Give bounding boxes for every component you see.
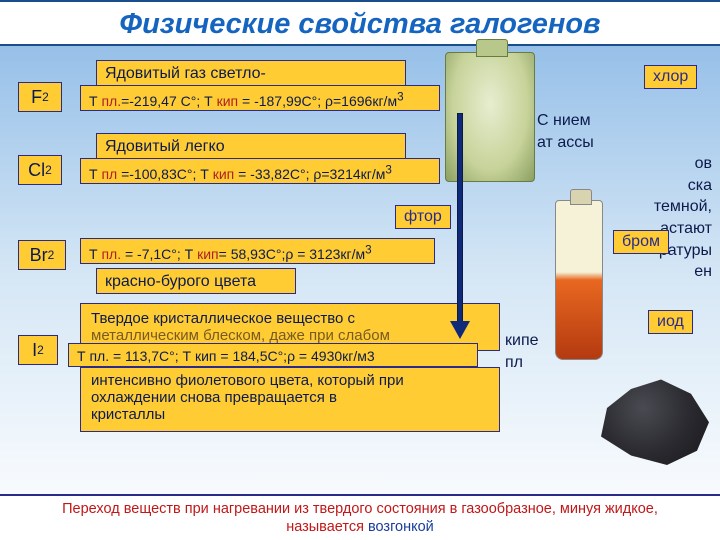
formula-f2: F2: [18, 82, 62, 112]
side-l9: кипе: [505, 330, 555, 352]
bromine-tube-image: [555, 200, 603, 360]
label-iod: иод: [648, 310, 693, 334]
i2-l4: интенсивно фиолетового цвета, который пр…: [91, 372, 489, 389]
side-l2: ат ассы: [537, 132, 712, 154]
i2-block-bottom: интенсивно фиолетового цвета, который пр…: [80, 367, 500, 432]
arrow-shaft: [457, 113, 463, 323]
side-l1: С нием: [537, 110, 712, 132]
formula-f-sym: F: [31, 87, 42, 108]
br2-desc2: красно-бурого цвета: [96, 268, 296, 294]
formula-br-sym: Br: [30, 245, 48, 266]
slide-root: Физические свойства галогенов С нием ат …: [0, 0, 720, 540]
arrow-head-icon: [450, 321, 470, 339]
cl2-props-line: Т пл =-100,83C°; Т кип = -33,82C°; ρ=321…: [89, 166, 392, 182]
slide-title: Физические свойства галогенов: [0, 2, 720, 46]
formula-br-sub: 2: [48, 248, 55, 262]
cl2-desc: Ядовитый легко: [96, 133, 406, 159]
side-l10: пл: [505, 352, 555, 374]
label-brom: бром: [613, 230, 669, 254]
bottom-main: Переход веществ при нагревании из твердо…: [62, 501, 658, 535]
cl2-props: Т пл =-100,83C°; Т кип = -33,82C°; ρ=321…: [80, 158, 440, 184]
label-chlor: хлор: [644, 65, 697, 89]
br2-props: Т пл. = -7,1C°; Т кип= 58,93C°;ρ = 3123к…: [80, 238, 435, 264]
formula-i-sub: 2: [37, 343, 44, 357]
side-l4: ска: [537, 175, 712, 197]
formula-i2: I2: [18, 335, 58, 365]
formula-f-sub: 2: [42, 90, 49, 104]
bottom-text: Переход веществ при нагревании из твердо…: [40, 500, 680, 536]
label-ftor: фтор: [395, 205, 451, 229]
formula-br2: Br2: [18, 240, 66, 270]
i2-l1: Твердое кристаллическое вещество с: [91, 310, 489, 327]
formula-cl2: Cl2: [18, 155, 62, 185]
i2-props-text: Т пл. = 113,7C°; Т кип = 184,5C°;ρ = 493…: [77, 348, 375, 364]
f2-props-line: Т пл.=-219,47 C°; Т кип = -187,99C°; ρ=1…: [89, 93, 404, 109]
formula-cl-sym: Cl: [28, 160, 45, 181]
bottom-term: возгонкой: [368, 519, 434, 535]
bottom-bar: Переход веществ при нагревании из твердо…: [0, 494, 720, 540]
br2-desc2-text: красно-бурого цвета: [105, 273, 256, 290]
f2-props: Т пл.=-219,47 C°; Т кип = -187,99C°; ρ=1…: [80, 85, 440, 111]
title-bar: Физические свойства галогенов: [0, 0, 720, 46]
formula-cl-sub: 2: [45, 163, 52, 177]
br2-props-line: Т пл. = -7,1C°; Т кип= 58,93C°;ρ = 3123к…: [89, 246, 372, 262]
i2-l6: кристаллы: [91, 406, 489, 423]
i2-l5: охлаждении снова превращается в: [91, 389, 489, 406]
side-text-block-2: кипе пл: [505, 330, 555, 373]
cl2-desc-text: Ядовитый легко: [105, 138, 225, 155]
i2-props: Т пл. = 113,7C°; Т кип = 184,5C°;ρ = 493…: [68, 343, 478, 367]
iodine-crystals-image: [595, 370, 715, 465]
side-l3: ов: [537, 153, 712, 175]
f2-desc: Ядовитый газ светло-: [96, 60, 406, 86]
i2-l2: металлическим блеском, даже при слабом: [91, 327, 489, 344]
f2-desc-text: Ядовитый газ светло-: [105, 65, 266, 82]
